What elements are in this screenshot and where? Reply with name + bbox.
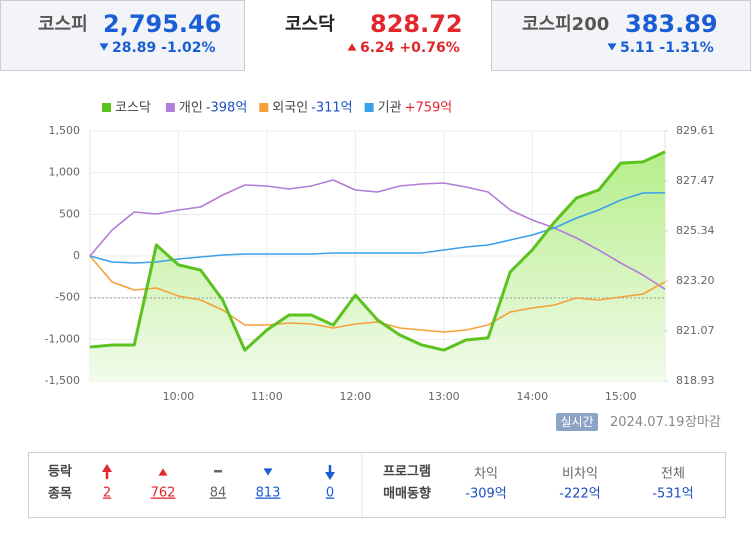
- program-value: -309억: [465, 487, 506, 502]
- line: [89, 179, 666, 290]
- y2-tick-label: 827.47: [676, 174, 715, 187]
- breadth-count: 84: [210, 486, 227, 501]
- y-tick-label: -1,500: [45, 374, 80, 387]
- legend-name: 기관: [378, 101, 402, 116]
- x-tick-label: 12:00: [340, 390, 372, 403]
- program-value: -222억: [559, 487, 600, 502]
- arrow-icon: [347, 43, 357, 51]
- tab-value: 383.89: [625, 10, 718, 38]
- breadth-count: 813: [256, 486, 281, 501]
- tab-value: 2,795.46: [103, 10, 221, 38]
- line: [89, 255, 666, 333]
- program-title: 매매동향: [383, 486, 431, 502]
- tab-bg[interactable]: [491, 0, 751, 71]
- status-badge: 실시간: [560, 415, 593, 429]
- program-label: 비차익: [562, 467, 598, 482]
- tab-change: 6.24 +0.76%: [360, 40, 460, 56]
- y-tick-label: 1,500: [49, 124, 81, 137]
- legend-swatch: [165, 103, 175, 112]
- x-tick-label: 10:00: [163, 390, 195, 403]
- y2-tick-label: 829.61: [676, 124, 715, 137]
- x-tick-label: 13:00: [428, 390, 460, 403]
- y2-tick-label: 818.93: [676, 374, 715, 387]
- badge: [556, 413, 598, 431]
- legend-value: -311억: [311, 101, 352, 116]
- y2-tick-label: 821.07: [676, 324, 715, 337]
- arrow-icon: [102, 464, 112, 472]
- legend-swatch: [364, 103, 374, 112]
- y-tick-label: -500: [55, 291, 80, 304]
- breadth-count: 2: [103, 486, 111, 501]
- arrow-icon: [607, 43, 617, 51]
- arrow-icon: [263, 468, 273, 476]
- arrow-icon: [325, 472, 335, 480]
- arrow-icon: [99, 43, 109, 51]
- status-state: 장마감: [685, 415, 721, 430]
- status-date: 2024.07.19: [610, 415, 684, 430]
- legend-name: 개인: [179, 101, 203, 116]
- tab-name: 코스피: [38, 14, 88, 35]
- program-title: 프로그램: [383, 465, 431, 480]
- x-tick-label: 11:00: [251, 390, 283, 403]
- legend-name: 코스닥: [115, 101, 151, 116]
- legend-value: +759억: [405, 101, 453, 116]
- x-tick-label: 15:00: [605, 390, 637, 403]
- tab-value: 828.72: [370, 10, 463, 38]
- y-tick-label: 1,000: [49, 166, 81, 179]
- area: [90, 151, 665, 381]
- tab-bg[interactable]: [245, 0, 491, 70]
- tab-name: 코스피200: [522, 14, 609, 35]
- breadth-count: 0: [326, 486, 334, 501]
- breadth-count: 762: [151, 486, 176, 501]
- program-label: 차익: [474, 467, 498, 482]
- breadth-title: 종목: [48, 487, 72, 502]
- line: [89, 191, 666, 264]
- program-value: -531억: [652, 487, 693, 502]
- y-tick-label: 500: [59, 207, 80, 220]
- x-tick-label: 14:00: [516, 390, 548, 403]
- y-tick-label: -1,000: [45, 332, 80, 345]
- tab-name: 코스닥: [285, 14, 335, 35]
- line: [89, 150, 666, 352]
- tab-change: 28.89 -1.02%: [112, 40, 216, 56]
- legend-value: -398억: [206, 101, 247, 116]
- legend-swatch: [102, 103, 111, 112]
- y2-tick-label: 823.20: [676, 274, 715, 287]
- legend-name: 외국인: [272, 101, 308, 116]
- tab-change: 5.11 -1.31%: [620, 40, 714, 56]
- summary-box: [28, 452, 726, 518]
- y-tick-label: 0: [73, 249, 80, 262]
- y2-tick-label: 825.34: [676, 224, 715, 237]
- program-label: 전체: [661, 467, 685, 482]
- arrow-icon: [158, 468, 168, 476]
- breadth-title: 등락: [48, 465, 72, 480]
- legend-swatch: [259, 103, 269, 112]
- flat-icon: [214, 470, 222, 473]
- tab-bg[interactable]: [0, 0, 245, 71]
